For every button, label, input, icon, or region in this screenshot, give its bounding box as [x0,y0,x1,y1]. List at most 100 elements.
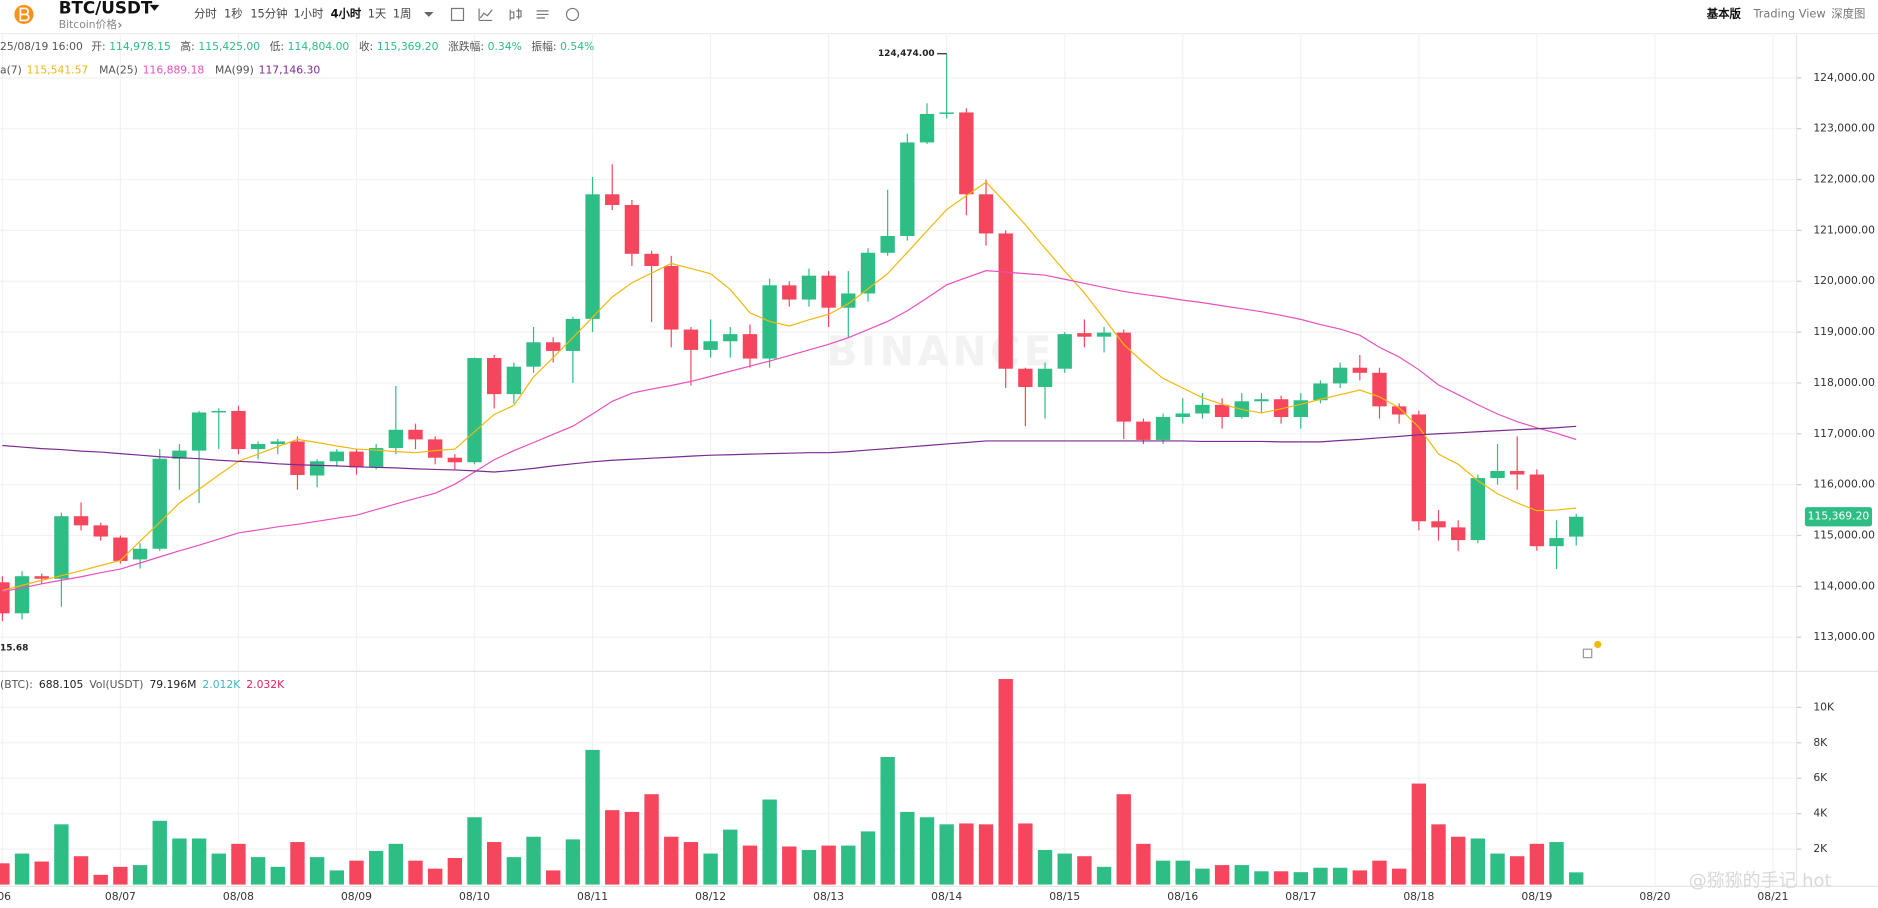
info-text: 117,146.30 [259,64,321,77]
volume-bar [1195,868,1210,885]
candle-body [191,412,207,451]
credit: @猕猕的手记 hot [1689,871,1832,892]
indicator-icon[interactable] [478,8,493,22]
interval-option[interactable]: 1天 [368,6,387,20]
info-text: 0.34% [488,40,522,53]
interval-option[interactable]: 1周 [393,6,412,20]
x-tick-label: 08/11 [577,890,608,903]
x-tick-label: 08/16 [1167,890,1198,903]
info-text: a(7) [0,64,22,77]
candle-body [1273,399,1289,418]
info-text: 涨跌幅: [448,40,484,53]
x-tick-label: 08/13 [813,890,844,903]
info-text: 2.032K [246,678,285,691]
candle-body [1411,414,1427,522]
volume-bar [939,824,954,885]
volume-bar [1037,850,1053,885]
candle-body [880,235,895,253]
subtitle-arrow [118,22,122,29]
candle-body [408,429,423,440]
interval-option[interactable]: 1秒 [224,6,243,20]
alert-icon [1582,648,1593,659]
volume-bar [211,853,226,885]
symbol-caret[interactable] [149,4,160,11]
volume-bar [1214,865,1230,885]
candle-body [703,341,718,350]
candle-body [54,516,69,579]
volume-bar [978,824,994,885]
x-tick-label: 08/14 [931,890,962,903]
coin-glyph [19,7,30,22]
interval-more[interactable] [423,12,434,17]
ma-line [2,270,1577,593]
view-option[interactable]: 深度图 [1831,6,1865,20]
y-tick-label: 116,000.00 [1813,478,1875,491]
candle-body [1569,516,1584,537]
y-tick-label: 119,000.00 [1813,325,1875,338]
candle-body [113,537,128,561]
candle-body [742,334,758,359]
candle-body [1175,413,1190,418]
volume-bar [1313,867,1328,885]
high-label: 124,474.00 [878,49,935,59]
interval-option[interactable]: 分时 [194,6,217,20]
volume-bar [683,842,699,885]
volume-bar [801,850,817,885]
volume-bar [1332,867,1348,885]
volume-bar [388,843,404,885]
view-option[interactable]: 基本版 [1706,6,1742,20]
volume-bar [1096,866,1112,885]
volume-bar [1175,860,1190,885]
volume-bar [73,856,89,885]
view-option[interactable]: Trading View [1752,6,1825,20]
volume-bar [723,829,738,885]
candle-body [978,194,994,234]
interval-option[interactable]: 4小时 [331,6,362,20]
candle-body [368,448,384,468]
volume-bar [546,870,561,885]
volume-bar [152,820,167,885]
y-tick-label: 120,000.00 [1813,274,1875,287]
volume-bar [959,823,974,885]
volume-bar [860,831,876,885]
info-text: 114,978.15 [109,40,171,53]
info-text: 25/08/19 16:00 [0,40,83,53]
candle-body [1431,521,1446,528]
volume-bar [231,843,246,885]
candle-body [841,293,856,308]
info-text: 2.012K [202,678,241,691]
volume-bar [1549,842,1564,885]
subtitle[interactable]: Bitcoin价格 [59,18,118,31]
gear-icon[interactable] [565,7,580,22]
interval-option[interactable]: 1小时 [293,6,323,20]
candle-body [270,441,285,444]
info-text: 开: [91,40,105,53]
candle-body [1254,399,1269,402]
volume-bar [1018,823,1033,885]
calendar-icon[interactable] [450,7,465,22]
volume-bar [742,845,758,885]
candle-body [467,358,482,463]
volume-bar [821,845,836,885]
y-tick-label: 124,000.00 [1813,71,1875,84]
volume-bar [191,838,207,885]
info-text: 振幅: [531,40,556,53]
volume-bar [703,853,718,885]
y-tick-label: 123,000.00 [1813,122,1875,135]
volume-bar [54,824,69,885]
info-text: 收: [359,40,373,53]
candle-body [1214,404,1230,418]
volume-bar [1293,872,1308,885]
volume-bar [624,811,640,885]
candle-icon[interactable] [509,8,522,21]
candle-body [1549,538,1564,547]
watermark: BINANCE [826,328,1055,376]
volume-bar [1077,856,1092,885]
candle-body [1313,383,1328,401]
candle-body [1293,400,1308,418]
interval-option[interactable]: 15分钟 [250,6,287,20]
settings-icon[interactable] [536,10,549,19]
x-tick-label: 08/17 [1285,890,1316,903]
symbol[interactable]: BTC/USDT [59,0,153,17]
